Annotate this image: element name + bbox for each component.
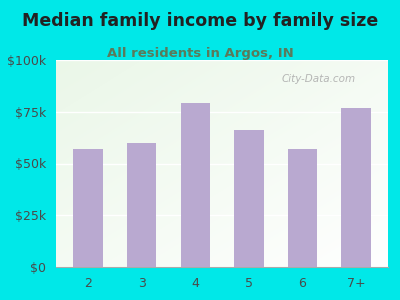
Bar [127, 143, 156, 267]
Text: City-Data.com: City-Data.com [282, 74, 356, 85]
Bar [180, 103, 210, 267]
Bar [74, 149, 103, 267]
Bar [341, 108, 370, 267]
Bar [288, 149, 317, 267]
Text: All residents in Argos, IN: All residents in Argos, IN [107, 46, 293, 59]
Text: Median family income by family size: Median family income by family size [22, 12, 378, 30]
Bar [234, 130, 264, 267]
